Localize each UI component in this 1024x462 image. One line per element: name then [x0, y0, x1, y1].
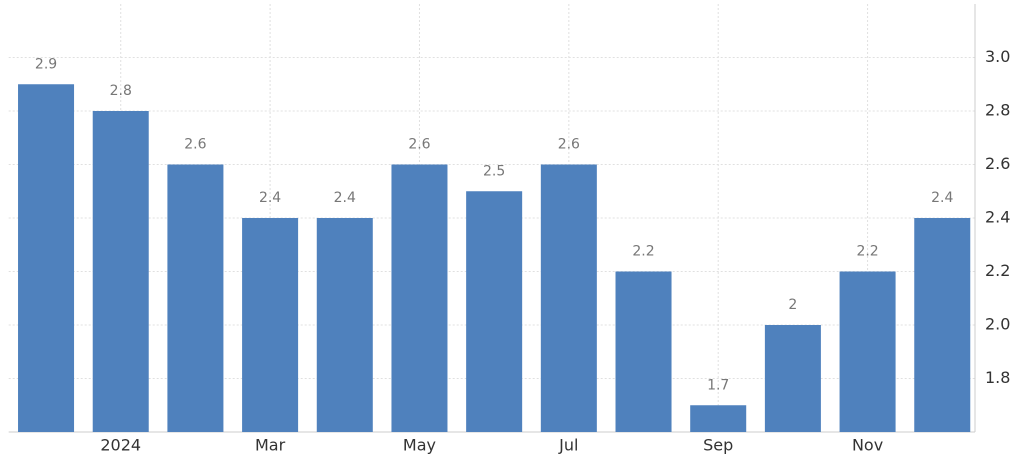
y-tick-label: 2.2 — [985, 261, 1010, 280]
value-label: 2.9 — [35, 56, 57, 72]
bar — [914, 218, 971, 432]
value-label: 2.8 — [110, 83, 132, 99]
bar — [18, 84, 75, 432]
bar — [92, 111, 149, 432]
y-tick-label: 2.0 — [985, 315, 1010, 334]
bar — [764, 325, 821, 432]
value-label: 2.4 — [259, 190, 281, 206]
bar — [167, 164, 224, 432]
value-label: 2.2 — [856, 244, 878, 260]
value-label: 2.4 — [334, 190, 356, 206]
bar — [615, 271, 672, 432]
y-tick-label: 3.0 — [985, 47, 1010, 66]
x-tick-label: Nov — [852, 436, 883, 455]
value-label: 2.2 — [632, 244, 654, 260]
value-label: 2.6 — [184, 137, 206, 153]
value-label: 2.6 — [408, 137, 430, 153]
x-tick-label: Mar — [255, 436, 286, 455]
bar — [242, 218, 299, 432]
bar — [316, 218, 373, 432]
value-label: 2.6 — [558, 137, 580, 153]
value-label: 2.4 — [931, 190, 953, 206]
bar — [690, 405, 747, 432]
value-label: 2 — [788, 297, 797, 313]
y-tick-label: 2.8 — [985, 101, 1010, 120]
y-tick-label: 2.4 — [985, 208, 1010, 227]
x-tick-label: Jul — [558, 436, 578, 455]
bar — [839, 271, 896, 432]
y-tick-label: 2.6 — [985, 154, 1010, 173]
x-tick-label: Sep — [703, 436, 733, 455]
value-label: 2.5 — [483, 163, 505, 179]
bar — [540, 164, 597, 432]
y-tick-label: 1.8 — [985, 368, 1010, 387]
value-label: 1.7 — [707, 377, 729, 393]
bar — [466, 191, 523, 432]
bar — [391, 164, 448, 432]
x-tick-label: May — [403, 436, 436, 455]
x-tick-label: 2024 — [100, 436, 141, 455]
